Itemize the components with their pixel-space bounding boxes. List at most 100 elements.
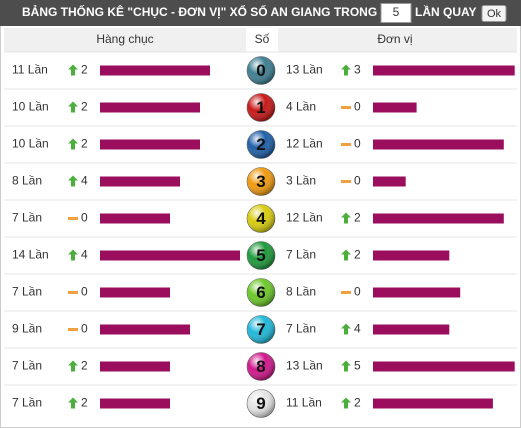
digit-label: 9 [256,394,265,413]
digit-label: 2 [256,135,265,154]
change-label: 0 [354,100,361,114]
count-label: 12 Lần [286,137,323,151]
count-bar [100,324,190,335]
change-label: 0 [354,137,361,151]
digit-header-cell [246,28,278,52]
digit-label: 7 [256,320,265,339]
change-label: 0 [81,322,88,336]
change-label: 4 [81,248,88,262]
count-bar [100,398,170,409]
count-label: 8 Lần [12,174,42,188]
trend-flat-icon [68,217,78,220]
digit-header: Số [255,32,270,46]
trend-flat-icon [341,143,351,146]
count-label: 11 Lần [12,63,48,77]
header-suffix: LẦN QUAY [415,4,477,19]
count-bar [100,65,210,76]
digit-ball-shine [247,389,275,418]
change-label: 2 [81,100,88,114]
trend-up-icon [68,64,78,76]
digit-label: 4 [256,209,266,228]
digit-ball-shine [247,130,275,159]
change-label: 2 [81,396,88,410]
count-bar [100,139,200,150]
trend-flat-icon [68,291,78,294]
change-label: 0 [354,285,361,299]
trend-up-icon [68,397,78,409]
change-label: 4 [354,322,361,336]
change-label: 2 [354,211,361,225]
digit-label: 3 [256,172,265,191]
change-label: 2 [81,359,88,373]
count-label: 4 Lần [286,100,316,114]
count-bar [100,213,170,224]
change-label: 2 [81,63,88,77]
count-label: 13 Lần [286,359,323,373]
trend-up-icon [341,249,351,261]
change-label: 3 [354,63,361,77]
trend-up-icon [341,64,351,76]
count-bar [373,398,493,409]
trend-up-icon [68,360,78,372]
header-bar [0,0,521,26]
ok-button-label[interactable]: Ok [487,8,502,20]
digit-ball-shine [247,241,275,270]
change-label: 2 [354,248,361,262]
count-label: 7 Lần [12,211,42,225]
digit-ball-shine [247,352,275,381]
change-label: 0 [81,285,88,299]
trend-up-icon [68,175,78,187]
count-label: 9 Lần [12,322,42,336]
count-bar [100,176,180,187]
count-label: 11 Lần [286,396,322,410]
digit-label: 1 [256,98,265,117]
digit-ball-shine [247,93,275,122]
count-bar [100,361,170,372]
count-label: 10 Lần [12,137,49,151]
ok-button[interactable] [481,5,507,22]
count-label: 12 Lần [286,211,323,225]
change-label: 4 [81,174,88,188]
digit-ball-shine [247,315,275,344]
count-bar [373,213,504,224]
trend-flat-icon [341,106,351,109]
change-label: 2 [354,396,361,410]
count-bar [373,287,461,298]
count-bar [100,102,200,113]
change-label: 5 [354,359,361,373]
count-bar [373,65,515,76]
count-bar [100,287,170,298]
trend-flat-icon [341,291,351,294]
count-bar [100,250,240,261]
digit-label: 5 [256,246,265,265]
digit-ball-shine [247,204,275,233]
count-bar [373,324,450,335]
count-label: 3 Lần [286,174,316,188]
count-input-value[interactable]: 5 [393,5,400,19]
count-input[interactable] [380,3,412,23]
change-label: 2 [81,137,88,151]
trend-up-icon [341,323,351,335]
tens-header: Hàng chục [96,32,153,46]
units-header: Đơn vị [377,32,412,46]
count-bar [373,102,417,113]
count-bar [373,250,450,261]
trend-flat-icon [341,180,351,183]
count-label: 7 Lần [12,359,42,373]
count-label: 7 Lần [286,322,316,336]
count-label: 7 Lần [12,396,42,410]
count-label: 10 Lần [12,100,49,114]
digit-label: 6 [256,283,265,302]
digit-ball-shine [247,167,275,196]
count-label: 13 Lần [286,63,323,77]
count-label: 14 Lần [12,248,49,262]
trend-up-icon [68,101,78,113]
header-title: BẢNG THỐNG KÊ "CHỤC - ĐƠN VỊ" XỔ SỐ AN G… [22,4,377,19]
trend-up-icon [68,249,78,261]
digit-label: 0 [256,61,265,80]
change-label: 0 [354,174,361,188]
trend-up-icon [341,360,351,372]
trend-up-icon [341,397,351,409]
digit-ball-shine [247,278,275,307]
